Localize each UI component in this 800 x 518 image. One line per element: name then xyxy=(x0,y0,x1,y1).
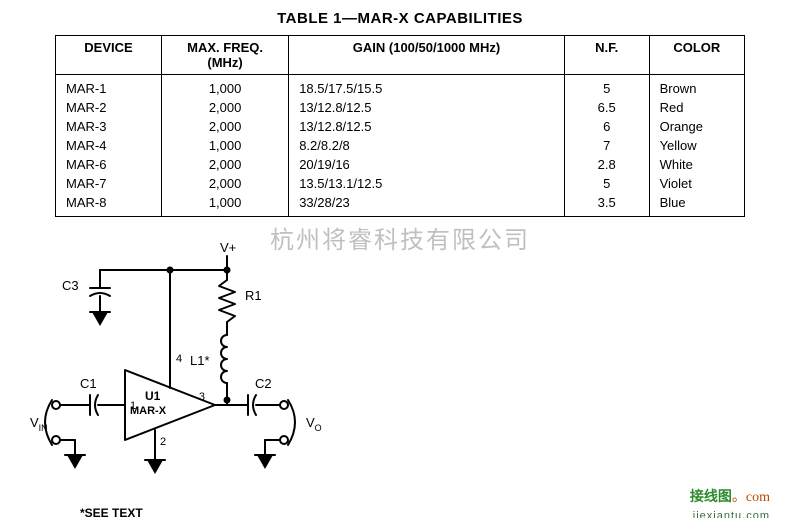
cell: MAR-6 xyxy=(56,155,162,174)
cell: 18.5/17.5/15.5 xyxy=(289,75,565,99)
cell: 2,000 xyxy=(162,174,289,193)
cell: 33/28/23 xyxy=(289,193,565,217)
cell: 6.5 xyxy=(564,98,649,117)
col-device: DEVICE xyxy=(56,36,162,75)
table-row: MAR-8 1,000 33/28/23 3.5 Blue xyxy=(56,193,745,217)
cell: Blue xyxy=(649,193,744,217)
label-c3: C3 xyxy=(62,278,79,293)
cell: 1,000 xyxy=(162,136,289,155)
cell: 5 xyxy=(564,174,649,193)
table-row: MAR-1 1,000 18.5/17.5/15.5 5 Brown xyxy=(56,75,745,99)
table-row: MAR-6 2,000 20/19/16 2.8 White xyxy=(56,155,745,174)
label-vo: VO xyxy=(306,415,322,433)
cell: MAR-7 xyxy=(56,174,162,193)
brand-text-2: 。com xyxy=(732,490,770,505)
cell: 6 xyxy=(564,117,649,136)
label-c2: C2 xyxy=(255,376,272,391)
cell: 2,000 xyxy=(162,98,289,117)
label-vplus: V+ xyxy=(220,240,236,255)
cell: 3.5 xyxy=(564,193,649,217)
col-color: COLOR xyxy=(649,36,744,75)
cell: MAR-4 xyxy=(56,136,162,155)
see-text-note: *SEE TEXT xyxy=(80,506,143,518)
cell: 13/12.8/12.5 xyxy=(289,98,565,117)
label-u1: U1 xyxy=(145,389,161,403)
col-nf: N.F. xyxy=(564,36,649,75)
col-maxfreq: MAX. FREQ. (MHz) xyxy=(162,36,289,75)
cell: Brown xyxy=(649,75,744,99)
brand-text-1: 接线图 xyxy=(690,490,732,505)
table-row: MAR-3 2,000 13/12.8/12.5 6 Orange xyxy=(56,117,745,136)
table-row: MAR-4 1,000 8.2/8.2/8 7 Yellow xyxy=(56,136,745,155)
table-row: MAR-2 2,000 13/12.8/12.5 6.5 Red xyxy=(56,98,745,117)
capabilities-table: DEVICE MAX. FREQ. (MHz) GAIN (100/50/100… xyxy=(55,35,745,217)
cell: 8.2/8.2/8 xyxy=(289,136,565,155)
cell: 5 xyxy=(564,75,649,99)
label-pin2: 2 xyxy=(160,436,166,448)
cell: 1,000 xyxy=(162,193,289,217)
label-l1: L1* xyxy=(190,353,210,368)
label-pin3: 3 xyxy=(199,391,205,403)
cell: 2.8 xyxy=(564,155,649,174)
label-c1: C1 xyxy=(80,376,97,391)
cell: 1,000 xyxy=(162,75,289,99)
circuit-diagram: V+ C3 R1 L1* 1 4 xyxy=(30,240,390,510)
cell: 2,000 xyxy=(162,117,289,136)
table-title: TABLE 1—MAR-X CAPABILITIES xyxy=(0,10,800,27)
table-header-row: DEVICE MAX. FREQ. (MHz) GAIN (100/50/100… xyxy=(56,36,745,75)
cell: MAR-8 xyxy=(56,193,162,217)
label-marx: MAR-X xyxy=(130,405,167,417)
cell: MAR-3 xyxy=(56,117,162,136)
cell: Yellow xyxy=(649,136,744,155)
cell: 13.5/13.1/12.5 xyxy=(289,174,565,193)
cell: 20/19/16 xyxy=(289,155,565,174)
cell: MAR-1 xyxy=(56,75,162,99)
cell: Violet xyxy=(649,174,744,193)
cell: MAR-2 xyxy=(56,98,162,117)
cell: Red xyxy=(649,98,744,117)
table-row: MAR-7 2,000 13.5/13.1/12.5 5 Violet xyxy=(56,174,745,193)
cell: Orange xyxy=(649,117,744,136)
cell: White xyxy=(649,155,744,174)
col-gain: GAIN (100/50/1000 MHz) xyxy=(289,36,565,75)
label-pin4: 4 xyxy=(176,353,182,365)
brand-url: jiexiantu.com xyxy=(693,510,770,518)
cell: 2,000 xyxy=(162,155,289,174)
brand-logo: 接线图。com xyxy=(690,486,770,506)
cell: 13/12.8/12.5 xyxy=(289,117,565,136)
cell: 7 xyxy=(564,136,649,155)
label-r1: R1 xyxy=(245,288,262,303)
